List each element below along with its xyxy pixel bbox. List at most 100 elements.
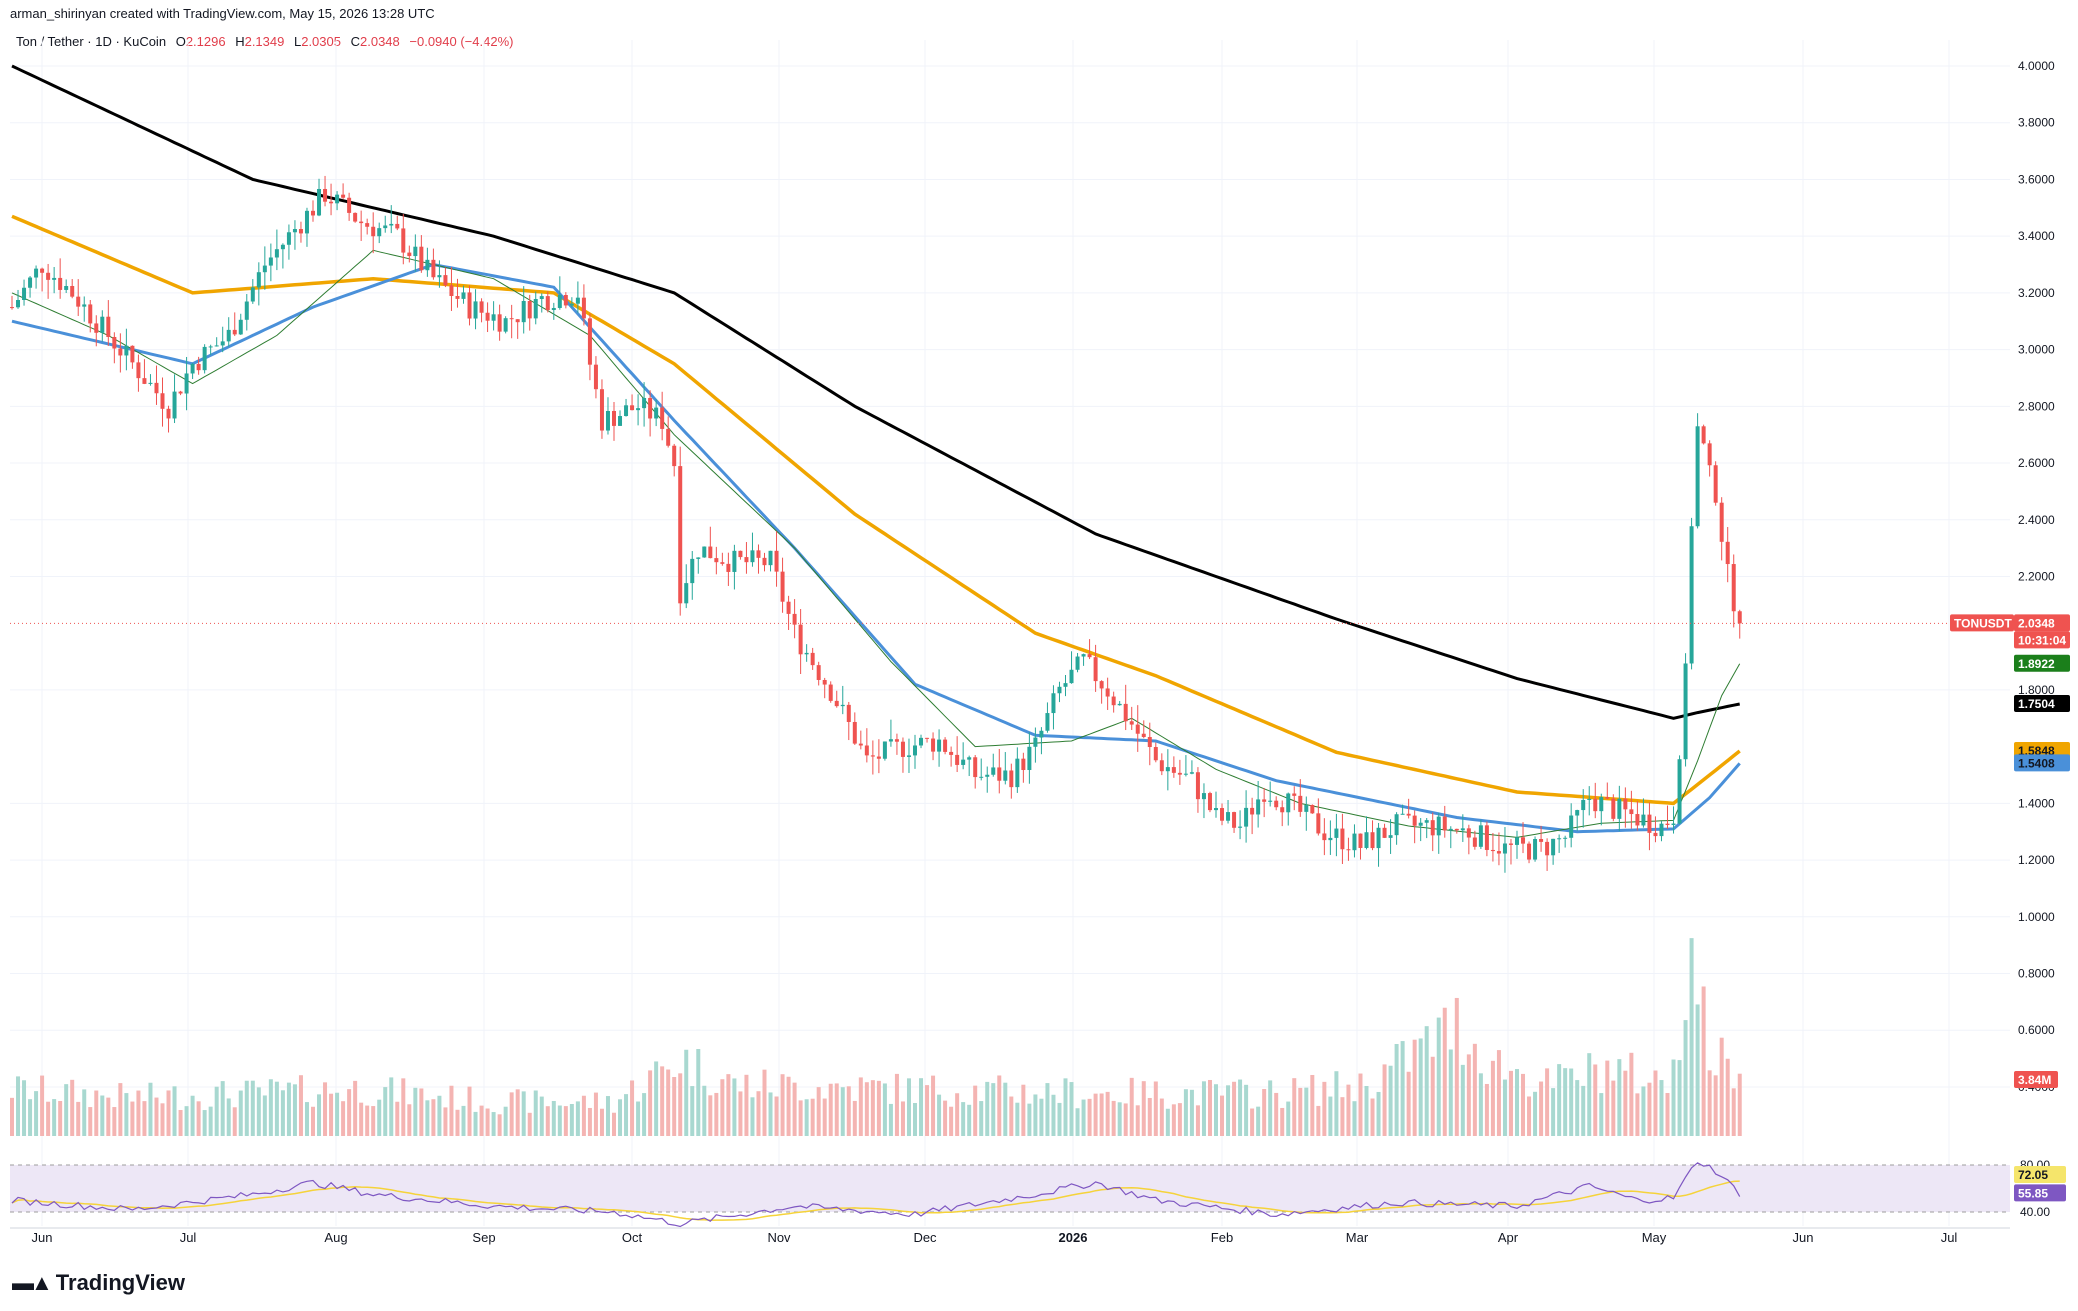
candle-body [503,318,508,332]
volume-bar [599,1108,604,1136]
volume-bar [1147,1097,1152,1136]
volume-bar [401,1078,406,1136]
candle-body [1370,832,1375,849]
volume-bar [1262,1088,1267,1136]
candle-body [1701,426,1706,444]
candle-body [1057,686,1062,694]
volume-bar [407,1104,412,1136]
candle-body [1015,758,1020,788]
last-price-tag-bg [2014,614,2070,632]
volume-bar [1033,1094,1038,1136]
candle-body [389,223,394,226]
candle-body [1262,799,1267,802]
volume-bar [455,1109,460,1136]
candle-body [286,232,291,245]
volume-bar [1111,1100,1116,1136]
candle-body [876,756,881,759]
candle-body [1364,832,1369,848]
candle-body [581,297,586,319]
volume-bar [1316,1105,1321,1136]
candle-body [1280,807,1285,813]
candle-body [172,391,177,419]
volume-bar [437,1095,442,1136]
candle-body [1737,611,1742,624]
candle-body [1141,733,1146,738]
candle-body [1430,820,1435,836]
candle-body [696,557,701,559]
candle-body [28,277,33,288]
volume-bar [353,1080,358,1136]
candle-body [792,613,797,625]
volume-bar [160,1103,165,1136]
volume-bar [268,1079,273,1136]
candle-body [280,244,285,250]
close-label: C [350,34,360,49]
ma-value-tag-ma50-bg [2014,754,2070,772]
candle-body [1412,815,1417,826]
volume-bar [533,1090,538,1136]
candle-body [780,571,785,602]
candle-body [1117,703,1122,706]
volume-bar [828,1083,833,1136]
volume-bar [1340,1097,1345,1136]
candle-body [786,601,791,614]
candle-body [473,301,478,319]
candle-body [184,373,189,394]
volume-bar [708,1095,713,1136]
candle-body [1557,838,1562,840]
candle-body [226,329,231,342]
candle-body [443,275,448,286]
tradingview-logo[interactable]: ▬▲ TradingView [12,1270,185,1296]
candle-body [985,774,990,777]
volume-bar [575,1101,580,1136]
volume-bar [1442,1007,1447,1136]
volume-bar [142,1101,147,1136]
candle-body [311,210,315,216]
volume-bar [1472,1043,1477,1136]
candle-body [1641,814,1646,826]
candle-body [419,246,424,271]
volume-bar [1346,1084,1351,1136]
volume-bar [262,1095,267,1136]
price-tick-label: 3.0000 [2018,343,2055,357]
volume-bar [1123,1103,1128,1136]
chart-caption: arman_shirinyan created with TradingView… [10,6,435,21]
moving-averages [11,64,1741,838]
candle-body [563,294,568,306]
candle-body [202,346,207,371]
rsi-value-tag-bg [2014,1184,2066,1202]
volume-bar [527,1112,532,1136]
volume-bar [967,1104,972,1136]
volume-bar [636,1101,641,1136]
candle-body [1298,795,1303,812]
volume-bar [1623,1070,1628,1136]
candle-body [250,287,255,302]
bar-countdown-tag: 10:31:04 [2014,631,2070,649]
candle-body [931,738,936,752]
volume-bar [467,1086,472,1136]
volume-bar [280,1090,285,1136]
symbol-name[interactable]: Ton / Tether · 1D · KuCoin [16,34,167,49]
volume-bar [642,1093,647,1136]
volume-bar [1286,1101,1291,1136]
candle-body [1135,724,1140,734]
candle-body [58,277,63,290]
candle-body [1111,696,1116,706]
candle-body [913,745,917,756]
volume-bar [323,1082,328,1136]
volume-bar [545,1106,550,1136]
time-tick-label: Mar [1346,1230,1369,1245]
volume-bar [1328,1096,1333,1136]
volume-bar [1364,1086,1369,1136]
volume-bar [304,1102,309,1136]
candle-body [1707,443,1712,466]
volume-bar [1250,1108,1255,1136]
volume-bar [1605,1060,1610,1136]
candle-body [575,297,580,304]
candle-body [425,259,430,271]
volume-bar [684,1049,689,1136]
candle-body [1647,814,1652,833]
candle-body [919,737,924,746]
time-tick-label: Aug [324,1230,347,1245]
